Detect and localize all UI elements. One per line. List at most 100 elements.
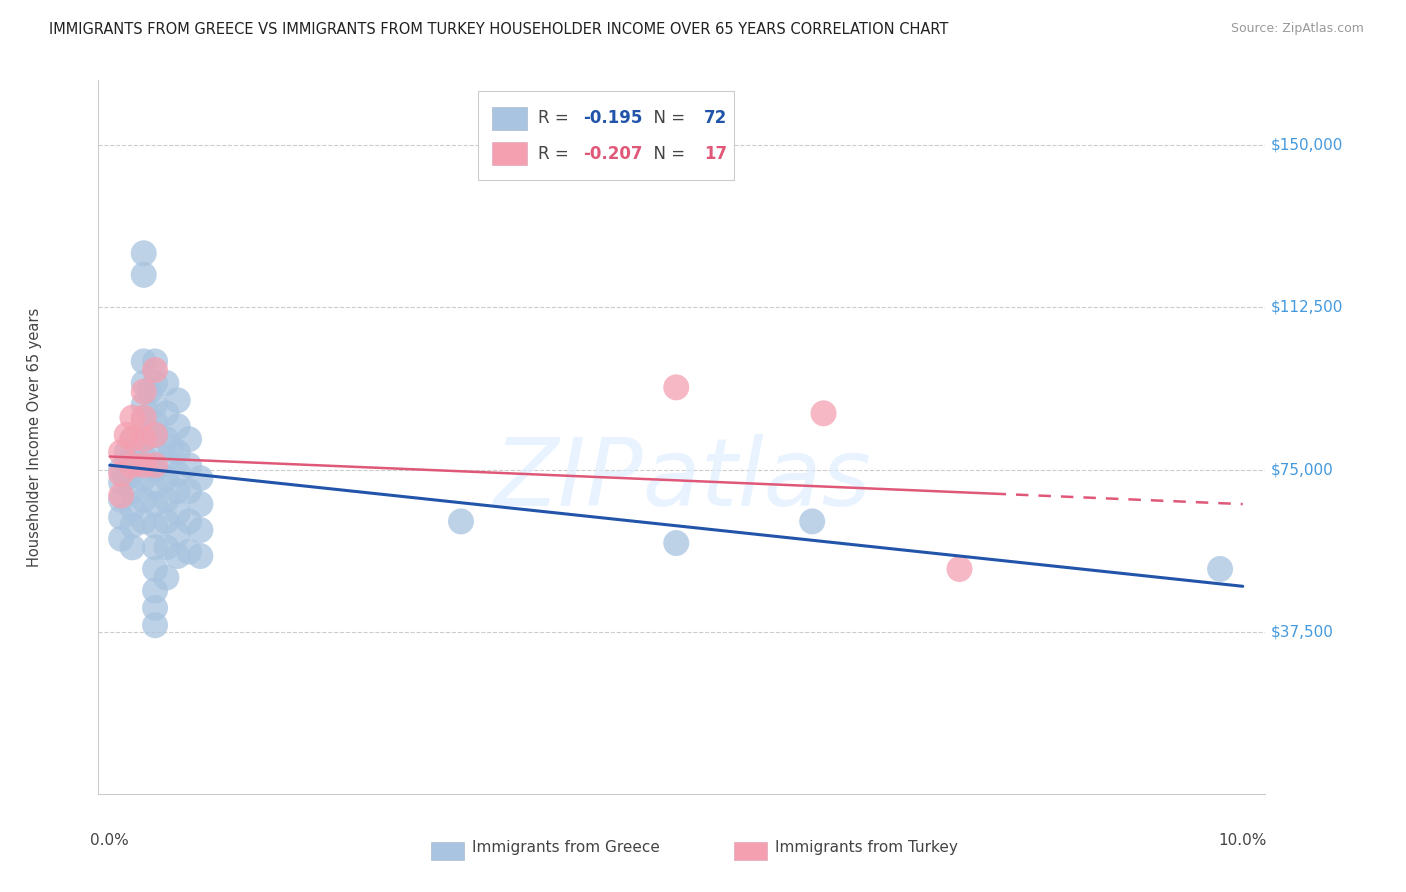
Point — [121, 541, 143, 555]
Text: $75,000: $75,000 — [1271, 462, 1334, 477]
Point — [166, 549, 188, 563]
Point — [177, 458, 200, 473]
Text: Immigrants from Greece: Immigrants from Greece — [472, 840, 659, 855]
Point — [155, 406, 177, 420]
Point — [177, 544, 200, 558]
Point — [110, 475, 132, 490]
Point — [177, 432, 200, 446]
Point — [1209, 562, 1232, 576]
Point — [155, 515, 177, 529]
Point — [143, 601, 166, 615]
Point — [155, 571, 177, 585]
Point — [132, 410, 155, 425]
Text: $112,500: $112,500 — [1271, 300, 1344, 315]
Bar — [478, 91, 734, 180]
Point — [155, 471, 177, 485]
Point — [115, 428, 138, 442]
Point — [115, 445, 138, 459]
Text: -0.195: -0.195 — [582, 109, 643, 127]
Point — [143, 428, 166, 442]
Text: Source: ZipAtlas.com: Source: ZipAtlas.com — [1230, 22, 1364, 36]
Point — [143, 354, 166, 368]
Point — [121, 484, 143, 499]
Point — [166, 467, 188, 481]
Point — [121, 518, 143, 533]
Point — [948, 562, 970, 576]
Text: $150,000: $150,000 — [1271, 137, 1344, 153]
Point — [132, 246, 155, 260]
Point — [132, 471, 155, 485]
Text: N =: N = — [644, 109, 690, 127]
Text: R =: R = — [538, 145, 575, 162]
Point — [132, 376, 155, 390]
Point — [110, 510, 132, 524]
Point — [450, 515, 472, 529]
Point — [143, 541, 166, 555]
Text: $37,500: $37,500 — [1271, 624, 1334, 640]
Point — [121, 501, 143, 516]
Point — [155, 492, 177, 507]
Point — [110, 467, 132, 481]
Point — [132, 432, 155, 446]
Point — [143, 583, 166, 598]
Point — [155, 432, 177, 446]
Point — [143, 518, 166, 533]
Point — [110, 445, 132, 459]
Text: R =: R = — [538, 109, 575, 127]
Point — [110, 492, 132, 507]
Point — [166, 393, 188, 408]
Point — [121, 467, 143, 481]
Point — [121, 410, 143, 425]
Point — [121, 450, 143, 464]
Text: Immigrants from Turkey: Immigrants from Turkey — [775, 840, 957, 855]
Point — [143, 618, 166, 632]
Point — [143, 480, 166, 494]
Point — [138, 384, 160, 399]
Point — [132, 268, 155, 282]
Point — [177, 515, 200, 529]
Point — [121, 432, 143, 446]
Bar — [734, 842, 768, 860]
Point — [132, 515, 155, 529]
Point — [813, 406, 835, 420]
Bar — [432, 842, 464, 860]
Text: 17: 17 — [704, 145, 727, 162]
Point — [121, 458, 143, 473]
Point — [132, 492, 155, 507]
Point — [160, 441, 183, 455]
Point — [190, 497, 212, 511]
Point — [190, 523, 212, 537]
Point — [132, 398, 155, 412]
Point — [665, 380, 688, 394]
Point — [190, 471, 212, 485]
Point — [143, 363, 166, 377]
Point — [166, 527, 188, 541]
Bar — [492, 143, 527, 165]
Point — [132, 432, 155, 446]
Point — [801, 515, 824, 529]
Point — [132, 384, 155, 399]
Point — [110, 488, 132, 502]
Text: N =: N = — [644, 145, 690, 162]
Point — [665, 536, 688, 550]
Text: ZIPatlas: ZIPatlas — [494, 434, 870, 525]
Point — [132, 450, 155, 464]
Point — [143, 462, 166, 476]
Point — [143, 445, 166, 459]
Point — [115, 471, 138, 485]
Point — [143, 398, 166, 412]
Point — [110, 462, 132, 476]
Point — [110, 532, 132, 546]
Point — [166, 506, 188, 520]
Point — [166, 419, 188, 434]
Point — [155, 454, 177, 468]
Point — [166, 445, 188, 459]
Text: -0.207: -0.207 — [582, 145, 643, 162]
Point — [166, 484, 188, 499]
Point — [143, 428, 166, 442]
Text: Householder Income Over 65 years: Householder Income Over 65 years — [27, 308, 42, 566]
Point — [132, 415, 155, 429]
Point — [143, 562, 166, 576]
Point — [155, 376, 177, 390]
Point — [143, 376, 166, 390]
